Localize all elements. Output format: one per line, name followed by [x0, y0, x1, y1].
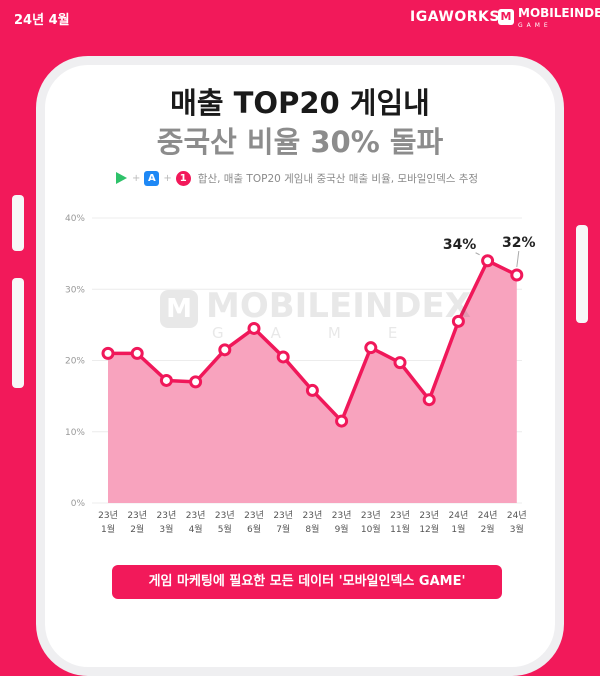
x-tick-label-month: 9월	[335, 523, 349, 535]
x-tick-label-month: 12월	[419, 523, 439, 535]
google-play-icon	[113, 170, 128, 186]
x-tick-label-year: 24년	[478, 510, 498, 521]
mobileindex-logo-icon: M	[498, 9, 514, 25]
one-store-icon: 1	[175, 170, 191, 186]
x-tick-label-month: 11월	[390, 523, 410, 535]
x-tick-label-month: 2월	[130, 523, 144, 535]
plus-sign: +	[163, 172, 172, 184]
phone-side-button-left-bottom	[12, 278, 24, 388]
data-point	[393, 356, 407, 370]
x-tick-label-year: 23년	[390, 510, 410, 521]
x-tick-label-year: 23년	[244, 510, 264, 521]
x-tick-label-year: 23년	[332, 510, 352, 521]
x-tick-label-month: 3월	[159, 523, 173, 535]
x-tick-label-year: 23년	[361, 510, 381, 521]
mobileindex-logo: MOBILEINDEX GAME	[518, 7, 600, 32]
x-tick-label-year: 23년	[419, 510, 439, 521]
data-point	[276, 350, 290, 364]
data-point	[364, 341, 378, 355]
data-point	[481, 254, 495, 268]
x-tick-label-year: 23년	[186, 510, 206, 521]
watermark-sub: GAME	[212, 324, 445, 342]
x-tick-label-year: 23년	[273, 510, 293, 521]
x-tick-label-year: 23년	[157, 510, 177, 521]
x-tick-label-year: 23년	[127, 510, 147, 521]
x-tick-label-month: 5월	[218, 523, 232, 535]
x-tick-label-month: 2월	[481, 523, 495, 535]
x-tick-label-month: 6월	[247, 523, 261, 535]
chart-subtitle: 중국산 비율 30% 돌파	[156, 125, 444, 159]
source-note: + A + 1 합산, 매출 TOP20 게임내 중국산 매출 비율, 모바일인…	[112, 169, 478, 187]
plus-sign: +	[132, 172, 141, 184]
cta-button[interactable]: 게임 마케팅에 필요한 모든 데이터 '모바일인덱스 GAME'	[112, 565, 502, 599]
data-point	[422, 393, 436, 407]
x-tick-label-month: 1월	[451, 523, 465, 535]
mobileindex-logo-text: MOBILEINDEX	[518, 6, 600, 20]
data-point	[335, 414, 349, 428]
phone-side-button-right	[576, 225, 588, 323]
watermark-logo-icon: M	[160, 290, 198, 328]
data-point	[189, 375, 203, 389]
data-point	[130, 346, 144, 360]
x-tick-label-year: 23년	[98, 510, 118, 521]
y-tick-label: 30%	[65, 285, 85, 295]
data-label: 32%	[502, 235, 536, 251]
report-date: 24년 4월	[14, 13, 70, 28]
top-bar: 24년 4월 IGAWORKS M MOBILEINDEX GAME	[0, 0, 600, 36]
line-chart: 0% 10% 20% 30% 40% 23년 1월 23년 2월 23년 3월 23년 4월 23년 5월 2…	[65, 214, 536, 535]
data-point	[247, 321, 261, 335]
data-point	[451, 314, 465, 328]
y-tick-label: 20%	[65, 357, 85, 367]
mobileindex-logo-sub: GAME	[518, 22, 552, 29]
data-label-leader	[516, 250, 520, 268]
x-tick-label-month: 3월	[510, 523, 524, 535]
data-point	[101, 346, 115, 360]
source-text: 합산, 매출 TOP20 게임내 중국산 매출 비율, 모바일인덱스 추정	[197, 172, 479, 185]
x-tick-label-month: 10월	[361, 523, 381, 535]
data-label: 34%	[443, 237, 477, 253]
x-tick-label-month: 4월	[189, 523, 203, 535]
x-tick-label-year: 23년	[303, 510, 323, 521]
phone-side-button-left-top	[12, 195, 24, 251]
data-label-leader	[475, 252, 480, 256]
chart-title: 매출 TOP20 게임내	[170, 86, 430, 120]
x-tick-label-year: 24년	[507, 510, 527, 521]
y-tick-label: 40%	[65, 214, 85, 224]
data-point	[510, 268, 524, 282]
x-tick-label-month: 8월	[305, 523, 319, 535]
x-tick-label-month: 7월	[276, 523, 290, 535]
y-tick-label: 10%	[65, 428, 85, 438]
x-tick-label-month: 1월	[101, 523, 115, 535]
series-area	[108, 260, 517, 503]
data-point	[305, 383, 319, 397]
app-store-icon: A	[144, 170, 160, 186]
igaworks-logo: IGAWORKS	[410, 9, 500, 25]
x-tick-label-year: 24년	[449, 510, 469, 521]
y-tick-label: 0%	[71, 499, 86, 509]
x-tick-label-year: 23년	[215, 510, 235, 521]
data-point	[218, 343, 232, 357]
data-point	[159, 373, 173, 387]
watermark-text: MOBILEINDEX	[206, 286, 471, 326]
